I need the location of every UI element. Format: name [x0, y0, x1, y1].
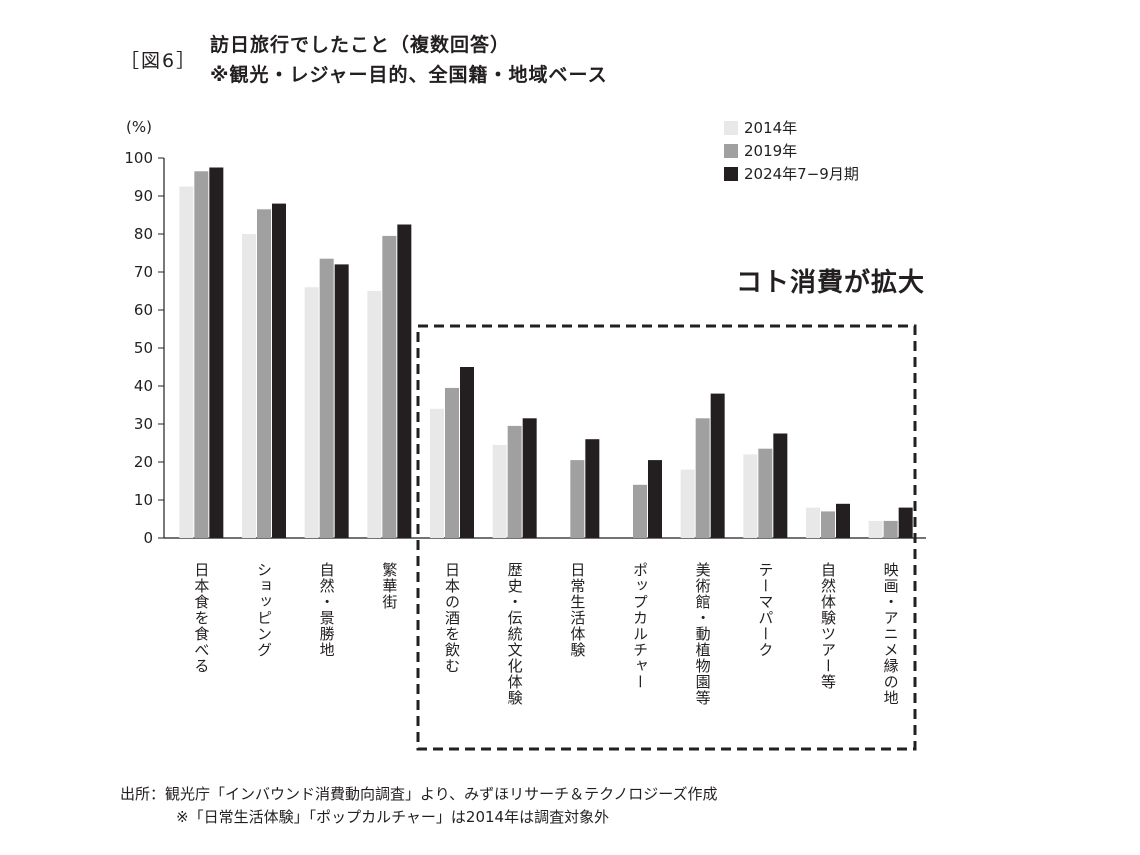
bar-2024 — [648, 460, 662, 538]
x-category-label: 歴史・伝統文化体験 — [506, 562, 524, 706]
bar-2019 — [194, 171, 209, 539]
y-axis-unit: (%) — [126, 118, 152, 136]
bar-2014 — [179, 186, 194, 538]
bar-2019 — [445, 387, 459, 538]
bar-2024 — [272, 203, 286, 538]
legend-item-2024: 2024年7−9月期 — [724, 162, 859, 185]
legend-item-2014: 2014年 — [724, 116, 859, 139]
x-category-label: 美術館・動植物園等 — [694, 562, 712, 706]
bar-2024 — [209, 167, 224, 538]
x-category-label: テーマパーク — [756, 562, 774, 658]
y-tick-label: 40 — [134, 377, 153, 395]
y-tick-label: 60 — [134, 301, 153, 319]
legend-swatch-2019 — [724, 143, 738, 158]
bar-2024 — [898, 507, 913, 538]
y-tick-label: 30 — [134, 415, 153, 433]
bar-2019 — [633, 484, 647, 538]
bar-2014 — [242, 234, 256, 538]
bar-2019 — [319, 258, 334, 538]
bar-2014 — [743, 454, 758, 538]
bar-2024 — [460, 367, 474, 538]
bar-2014 — [430, 408, 444, 538]
y-tick-label: 20 — [134, 453, 153, 471]
bar-2024 — [773, 433, 788, 538]
figure-label: ［図6］ — [120, 50, 198, 72]
bar-2019 — [758, 448, 773, 538]
bar-2024 — [710, 393, 725, 538]
y-tick-label: 10 — [134, 491, 153, 509]
x-category-label: 日本の酒を飲む — [443, 562, 461, 674]
y-tick-label: 100 — [124, 149, 153, 167]
legend-item-2019: 2019年 — [724, 139, 859, 162]
bar-2024 — [334, 264, 349, 538]
bar-2019 — [382, 235, 397, 538]
footnote-text: ※「日常生活体験」「ポップカルチャー」は2014年は調査対象外 — [176, 808, 610, 826]
bar-2019 — [695, 418, 710, 538]
x-category-label: 自然体験ツアー等 — [819, 562, 837, 690]
bar-2014 — [680, 469, 695, 538]
legend-label-2014: 2014年 — [744, 119, 798, 137]
bar-2024 — [397, 224, 412, 538]
legend-swatch-2024 — [724, 166, 738, 181]
x-category-label: 自然・景勝地 — [318, 562, 336, 658]
y-tick-label: 70 — [134, 263, 153, 281]
bar-2019 — [821, 511, 835, 538]
x-category-label: 日本食を食べる — [192, 562, 210, 674]
x-category-label: 日常生活体験 — [568, 562, 586, 658]
annotation-koto-consumption: コト消費が拡大 — [736, 268, 926, 298]
x-category-label: ショッピング — [255, 562, 273, 658]
bar-2024 — [585, 439, 600, 538]
bar-2014 — [868, 520, 883, 538]
chart-subtitle: ※観光・レジャー目的、全国籍・地域ベース — [210, 64, 608, 86]
bar-2019 — [257, 209, 271, 539]
y-tick-label: 80 — [134, 225, 153, 243]
legend: 2014年 2019年 2024年7−9月期 — [724, 116, 859, 185]
bar-2024 — [836, 503, 850, 538]
chart-title: 訪日旅行でしたこと（複数回答） — [210, 34, 511, 56]
bar-2014 — [367, 291, 382, 538]
y-tick-label: 50 — [134, 339, 153, 357]
source-text: 出所：観光庁「インバウンド消費動向調査」より、みずほリサーチ＆テクノロジーズ作成 — [120, 785, 718, 803]
bar-2014 — [304, 287, 319, 538]
y-tick-label: 0 — [143, 529, 153, 547]
bar-2024 — [522, 418, 537, 538]
bar-2019 — [883, 520, 898, 538]
legend-label-2024: 2024年7−9月期 — [744, 165, 859, 183]
x-category-label: 映画・アニメ縁の地 — [882, 562, 900, 706]
highlight-dashed-box — [416, 324, 917, 751]
bar-2014 — [806, 507, 820, 538]
x-category-label: 繁華街 — [380, 562, 398, 610]
legend-label-2019: 2019年 — [744, 142, 798, 160]
x-category-label: ポップカルチャー — [631, 562, 649, 690]
bar-chart: 0 10 20 30 40 50 60 70 80 90 100 日本食を食べる ショッピング 自然・景勝… — [124, 149, 926, 751]
bar-2019 — [507, 425, 522, 538]
bar-2014 — [492, 444, 507, 538]
legend-swatch-2014 — [724, 120, 738, 135]
y-tick-label: 90 — [134, 187, 153, 205]
bar-2019 — [570, 460, 585, 538]
